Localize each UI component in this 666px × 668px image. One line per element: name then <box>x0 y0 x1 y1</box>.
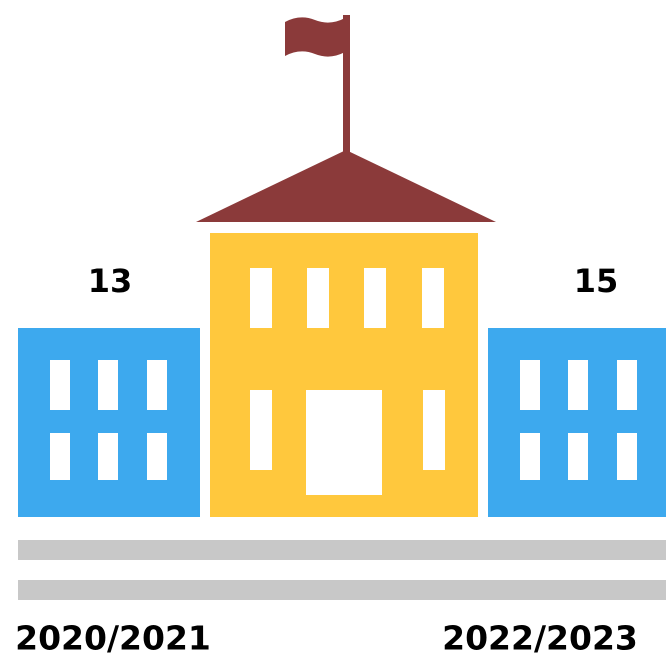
period-label: 2020/2021 <box>15 619 211 658</box>
ground-stripe <box>18 580 666 600</box>
period-label: 2022/2023 <box>442 619 638 658</box>
left-wing <box>18 328 200 517</box>
value-label: 15 <box>574 262 619 300</box>
roof <box>196 150 496 222</box>
value-label: 13 <box>88 262 133 300</box>
page: 13 15 2020/2021 2022/2023 (() => { const… <box>0 0 666 668</box>
right-wing <box>488 328 666 517</box>
ground-stripe <box>18 540 666 560</box>
school-infographic: 13 15 2020/2021 2022/2023 <box>0 0 666 668</box>
flag <box>285 17 345 56</box>
school-icon <box>18 15 666 600</box>
